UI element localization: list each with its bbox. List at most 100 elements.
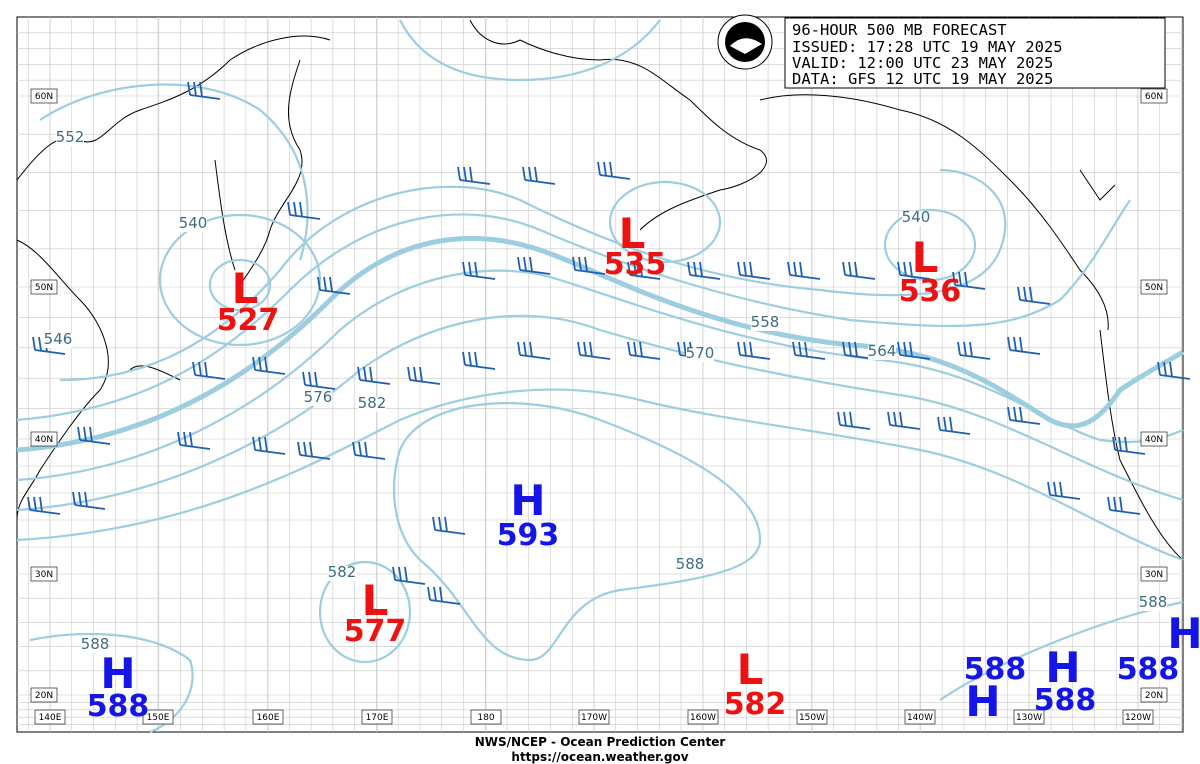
barb-feather [893, 411, 897, 426]
barb-feather [369, 366, 373, 382]
lat-label-bg [1140, 566, 1168, 582]
lon-label-box: 150E [142, 709, 174, 725]
center-letter: L [619, 209, 646, 258]
barb-feather [433, 586, 437, 601]
center-value: 593 [497, 518, 560, 553]
lon-label: 130W [1016, 713, 1042, 723]
barb-staff [1159, 374, 1191, 380]
lat-label-bg [30, 431, 58, 447]
barb-feather [849, 411, 853, 427]
barb-feather [1169, 361, 1173, 377]
barb-feather [848, 261, 852, 276]
barb-feather [392, 566, 396, 581]
barb-feather [687, 261, 691, 276]
wind-barb [1017, 286, 1051, 305]
footer-agency: NWS/NCEP - Ocean Prediction Center [475, 735, 726, 749]
barb-feather [474, 351, 478, 367]
center-value: 577 [344, 614, 407, 649]
barb-feather [89, 426, 93, 442]
contour-label-bg [868, 345, 896, 360]
barb-feather [438, 516, 442, 531]
barb-feather [737, 341, 741, 356]
lon-label-box: 180 [470, 709, 502, 725]
wind-barb [952, 271, 986, 290]
barb-feather [77, 426, 81, 441]
barb-feather [398, 566, 402, 581]
barb-feather [699, 261, 703, 277]
wind-barb [737, 341, 771, 360]
barb-staff [954, 284, 986, 290]
barb-feather [963, 341, 967, 356]
barb-feather [693, 261, 697, 276]
barb-feather [323, 276, 327, 291]
barb-feather [83, 426, 87, 441]
barb-feather [577, 341, 581, 356]
barb-feather [252, 436, 256, 451]
lat-label-bg [1140, 431, 1168, 447]
barb-feather [749, 261, 753, 277]
barb-feather [949, 416, 953, 432]
lon-label-bg [34, 709, 66, 725]
barb-staff [1049, 494, 1081, 500]
barb-feather [432, 516, 436, 531]
wind-barb [1007, 336, 1041, 355]
wind-barb [887, 411, 921, 430]
barb-feather [597, 161, 601, 176]
barb-staff [629, 354, 661, 360]
barb-feather [639, 341, 643, 357]
barb-feather [187, 81, 191, 96]
barb-feather [1013, 406, 1017, 421]
lon-label-box: 160E [252, 709, 284, 725]
barb-staff [524, 179, 556, 185]
lat-label-bg [30, 88, 58, 104]
barb-feather [534, 166, 538, 182]
barb-feather [899, 411, 903, 427]
barb-feather [633, 341, 637, 356]
barb-staff [254, 369, 286, 375]
wind-barb [352, 441, 386, 460]
lat-label: 20N [1145, 691, 1163, 701]
barb-staff [464, 274, 496, 280]
wind-barb [407, 366, 441, 385]
barb-feather [193, 81, 197, 96]
barb-feather [314, 371, 318, 387]
barb-feather [358, 441, 362, 456]
lon-label: 160E [257, 713, 280, 723]
lat-label: 40N [1145, 435, 1163, 445]
contour-label-bg [179, 217, 207, 232]
barb-staff [74, 504, 106, 510]
lat-label: 60N [35, 92, 53, 102]
barb-feather [364, 441, 368, 457]
wind-barb [27, 496, 61, 515]
barb-feather [407, 366, 411, 381]
barb-feather [177, 431, 181, 446]
lon-label-bg [904, 709, 936, 725]
barb-feather [1019, 336, 1023, 352]
barb-staff [359, 379, 391, 385]
barb-staff [459, 179, 491, 185]
barb-staff [29, 509, 61, 515]
barb-feather [413, 366, 417, 381]
contour-label: 546 [44, 330, 73, 348]
barb-staff [739, 354, 771, 360]
contour-label-bg [81, 638, 109, 653]
lon-label-box: 140W [904, 709, 936, 725]
lat-label: 40N [35, 435, 53, 445]
wind-barb [687, 261, 721, 280]
wind-barb [187, 81, 221, 100]
barb-feather [252, 356, 256, 371]
barb-feather [897, 341, 901, 356]
barb-feather [309, 441, 313, 457]
contour-label-bg [44, 333, 72, 348]
barb-feather [627, 341, 631, 356]
lat-label-box: 30N [30, 566, 58, 582]
barb-feather [749, 341, 753, 357]
lon-label-bg [361, 709, 393, 725]
barb-feather [798, 341, 802, 356]
barb-feather [264, 436, 268, 452]
contour-label-bg [56, 131, 84, 146]
barb-staff [1019, 299, 1051, 305]
lon-label-box: 150W [796, 709, 828, 725]
wind-barb [957, 341, 991, 360]
lat-label-box: 20N [1140, 687, 1168, 703]
